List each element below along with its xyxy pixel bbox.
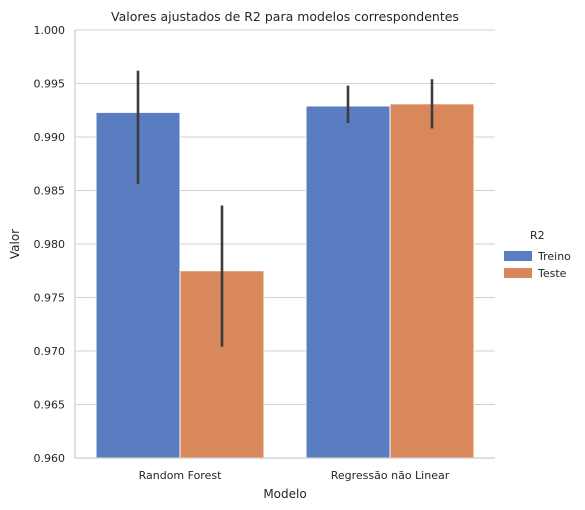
legend-swatch-teste [504,268,532,278]
legend: R2 Treino Teste [504,229,571,280]
y-tick-label: 0.975 [34,292,66,305]
legend-label-treino: Treino [537,250,571,263]
y-tick-label: 0.990 [34,131,66,144]
bar-treino-1 [305,105,391,459]
legend-label-teste: Teste [537,267,567,280]
x-tick-label: Regressão não Linear [331,469,450,482]
y-tick-label: 0.985 [34,185,66,198]
y-tick-label: 0.980 [34,238,66,251]
y-tick-label: 1.000 [34,24,66,37]
y-tick-label: 0.965 [34,399,66,412]
y-ticks: 0.960 0.965 0.970 0.975 0.980 0.985 0.990 0.995… [34,24,66,465]
x-tick-label: Random Forest [139,469,222,482]
x-axis-label: Modelo [263,487,306,501]
y-tick-label: 0.995 [34,78,66,91]
y-tick-label: 0.960 [34,452,66,465]
y-axis-label: Valor [8,229,22,259]
error-bars [136,70,434,347]
axes [74,30,495,459]
bar-teste-1 [389,103,475,459]
chart-title: Valores ajustados de R2 para modelos cor… [111,9,459,24]
legend-title: R2 [530,229,545,242]
y-tick-label: 0.970 [34,345,66,358]
x-ticks: Random Forest Regressão não Linear [139,469,450,482]
legend-swatch-treino [504,251,532,261]
